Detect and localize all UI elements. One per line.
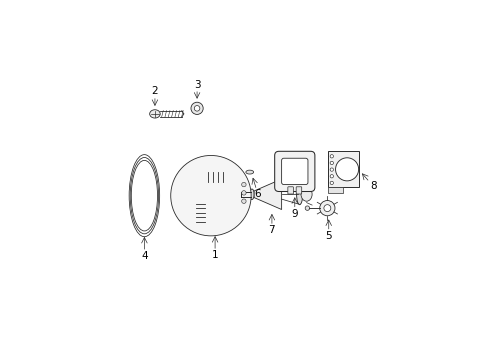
FancyBboxPatch shape <box>296 187 302 194</box>
Circle shape <box>330 175 334 178</box>
Circle shape <box>330 161 334 165</box>
Ellipse shape <box>246 170 254 174</box>
Ellipse shape <box>296 184 303 205</box>
Circle shape <box>242 199 246 203</box>
Text: 8: 8 <box>370 181 377 192</box>
Ellipse shape <box>301 187 312 201</box>
Circle shape <box>242 191 246 195</box>
FancyBboxPatch shape <box>282 158 308 185</box>
FancyBboxPatch shape <box>328 151 359 187</box>
FancyBboxPatch shape <box>275 151 315 192</box>
Circle shape <box>191 102 203 114</box>
FancyBboxPatch shape <box>288 187 294 194</box>
Text: 6: 6 <box>254 189 261 199</box>
Text: 2: 2 <box>151 86 158 96</box>
Polygon shape <box>254 179 282 210</box>
Polygon shape <box>328 187 343 193</box>
Circle shape <box>330 168 334 171</box>
Circle shape <box>330 155 334 158</box>
Text: 3: 3 <box>194 80 200 90</box>
Text: 7: 7 <box>269 225 275 235</box>
Circle shape <box>242 183 246 187</box>
Ellipse shape <box>149 110 160 118</box>
Ellipse shape <box>320 201 335 216</box>
Circle shape <box>330 181 334 185</box>
Ellipse shape <box>171 156 251 236</box>
Ellipse shape <box>324 205 331 212</box>
Ellipse shape <box>305 206 310 210</box>
Circle shape <box>336 158 359 181</box>
Text: 4: 4 <box>141 251 147 261</box>
Circle shape <box>195 105 200 111</box>
Text: 1: 1 <box>212 250 219 260</box>
Ellipse shape <box>250 189 254 199</box>
Text: 5: 5 <box>325 231 332 241</box>
Text: 9: 9 <box>292 209 298 219</box>
